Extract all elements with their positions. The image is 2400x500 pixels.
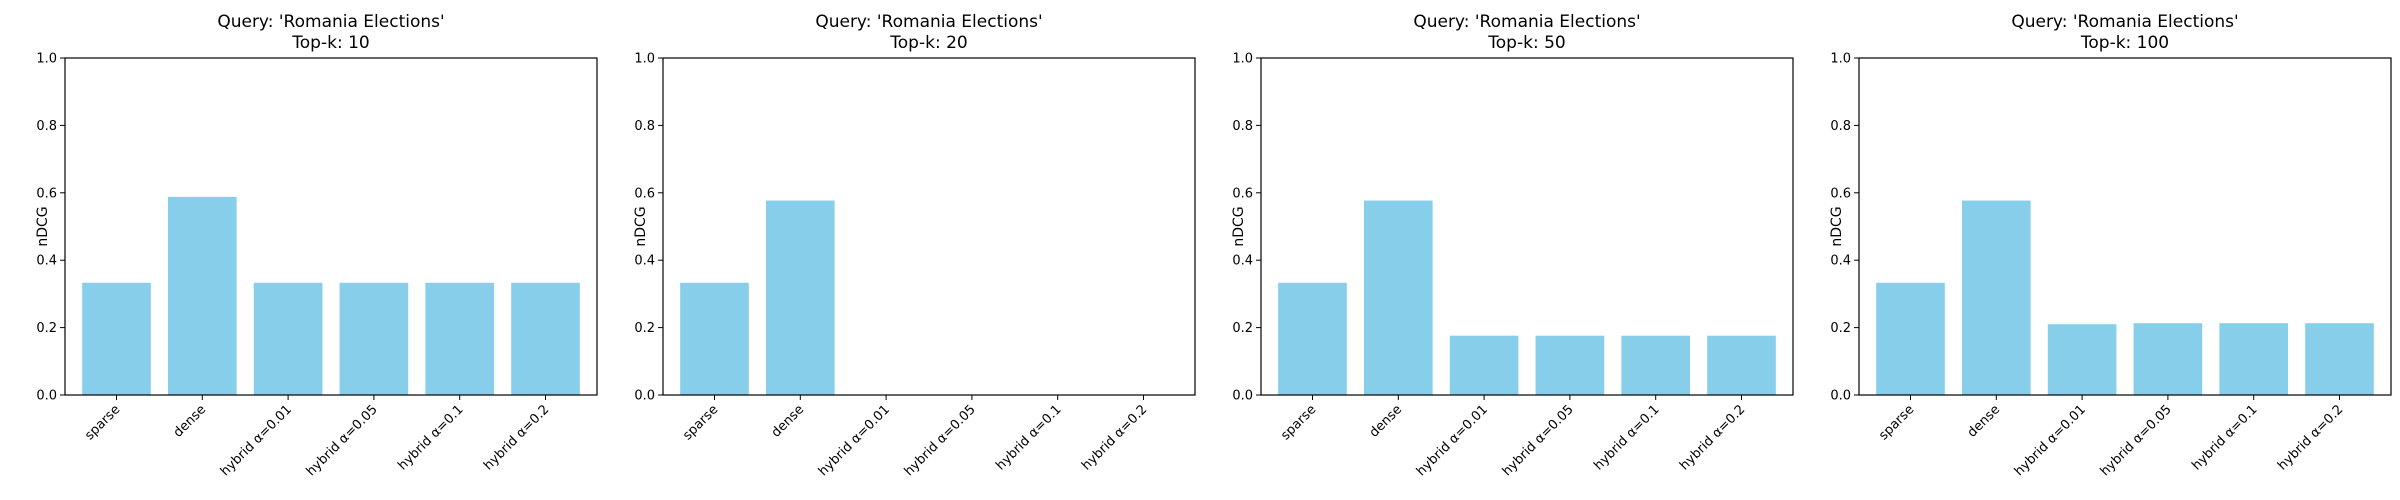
bar-0 (680, 282, 749, 395)
bar-1 (1363, 200, 1433, 395)
chart-subtitle: Top-k: 10 (292, 33, 370, 53)
x-tick-label: hybrid α=0.05 (304, 402, 381, 479)
y-tick-label: 0.2 (36, 321, 57, 336)
y-tick-label: 0.6 (634, 186, 655, 201)
bar-3 (2133, 323, 2203, 395)
bar-5 (2305, 323, 2374, 395)
y-axis-label: nDCG (35, 206, 51, 246)
bar-1 (765, 200, 835, 395)
x-tick-label: hybrid α=0.01 (2012, 402, 2089, 479)
bar-4 (425, 282, 495, 395)
y-tick-label: 0.0 (634, 389, 655, 404)
y-tick-label: 1.0 (634, 52, 655, 67)
bar-5 (1707, 335, 1776, 395)
y-axis-label: nDCG (1231, 206, 1247, 246)
axes-frame (1858, 57, 2392, 396)
x-tick-label: hybrid α=0.1 (1591, 402, 1662, 473)
bar-0 (1278, 282, 1347, 395)
bar-0 (1876, 282, 1945, 395)
y-tick-label: 0.8 (1232, 119, 1253, 134)
y-tick-label: 0.8 (634, 119, 655, 134)
chart-panel-topk-10: Query: 'Romania Elections' Top-k: 10 0.0… (0, 0, 598, 500)
y-tick-label: 0.4 (1232, 254, 1253, 269)
y-tick-label: 0.2 (1830, 321, 1851, 336)
x-tick-label: dense (171, 402, 209, 440)
chart-title: Query: 'Romania Elections' (217, 12, 445, 32)
x-tick-label: hybrid α=0.2 (481, 402, 552, 473)
x-tick-label: hybrid α=0.01 (1414, 402, 1491, 479)
bar-1 (1961, 200, 2031, 395)
chart-subtitle: Top-k: 20 (890, 33, 968, 53)
chart-subtitle: Top-k: 100 (2080, 33, 2170, 53)
y-tick-label: 0.0 (1830, 389, 1851, 404)
bar-4 (1621, 335, 1691, 395)
x-tick-label: hybrid α=0.01 (218, 402, 295, 479)
bar-1 (167, 196, 237, 395)
axes-frame (64, 57, 598, 396)
x-tick-label: sparse (1876, 402, 1917, 443)
y-axis-label: nDCG (633, 206, 649, 246)
x-tick-label: hybrid α=0.05 (2098, 402, 2175, 479)
x-tick-label: hybrid α=0.1 (395, 402, 466, 473)
y-tick-label: 1.0 (1232, 52, 1253, 67)
y-axis-label: nDCG (1829, 206, 1845, 246)
axes-frame (1260, 57, 1794, 396)
chart-panel-topk-20: Query: 'Romania Elections' Top-k: 20 0.0… (598, 0, 1196, 500)
y-tick-label: 0.2 (634, 321, 655, 336)
y-tick-label: 1.0 (36, 52, 57, 67)
axes-frame (662, 57, 1196, 396)
bar-0 (82, 282, 151, 395)
y-tick-label: 0.6 (36, 186, 57, 201)
y-tick-label: 0.2 (1232, 321, 1253, 336)
bar-5 (511, 282, 580, 395)
chart-title: Query: 'Romania Elections' (2011, 12, 2239, 32)
y-tick-label: 0.4 (1830, 254, 1851, 269)
bar-2 (2047, 324, 2117, 395)
y-tick-label: 0.4 (634, 254, 655, 269)
chart-title: Query: 'Romania Elections' (1413, 12, 1641, 32)
x-tick-label: hybrid α=0.2 (1677, 402, 1748, 473)
chart-panel-topk-50: Query: 'Romania Elections' Top-k: 50 0.0… (1196, 0, 1794, 500)
x-tick-label: sparse (680, 402, 721, 443)
bar-2 (253, 282, 323, 395)
y-tick-label: 0.8 (36, 119, 57, 134)
y-tick-label: 0.6 (1232, 186, 1253, 201)
bar-4 (2219, 323, 2289, 395)
y-tick-label: 0.8 (1830, 119, 1851, 134)
x-tick-label: hybrid α=0.1 (2189, 402, 2260, 473)
bar-3 (339, 282, 409, 395)
y-tick-label: 1.0 (1830, 52, 1851, 67)
x-tick-label: hybrid α=0.01 (816, 402, 893, 479)
y-tick-label: 0.0 (36, 389, 57, 404)
y-tick-label: 0.0 (1232, 389, 1253, 404)
x-tick-label: sparse (1278, 402, 1319, 443)
chart-panel-topk-100: Query: 'Romania Elections' Top-k: 100 0.… (1794, 0, 2392, 500)
chart-title: Query: 'Romania Elections' (815, 12, 1043, 32)
bar-2 (1449, 335, 1519, 395)
y-tick-label: 0.6 (1830, 186, 1851, 201)
chart-subtitle: Top-k: 50 (1488, 33, 1566, 53)
x-tick-label: dense (1965, 402, 2003, 440)
x-tick-label: hybrid α=0.2 (1079, 402, 1150, 473)
x-tick-label: hybrid α=0.1 (993, 402, 1064, 473)
y-tick-label: 0.4 (36, 254, 57, 269)
x-tick-label: sparse (82, 402, 123, 443)
x-tick-label: hybrid α=0.05 (1500, 402, 1577, 479)
x-tick-label: dense (769, 402, 807, 440)
x-tick-label: hybrid α=0.2 (2275, 402, 2346, 473)
x-tick-label: hybrid α=0.05 (902, 402, 979, 479)
x-tick-label: dense (1367, 402, 1405, 440)
bar-3 (1535, 335, 1605, 395)
